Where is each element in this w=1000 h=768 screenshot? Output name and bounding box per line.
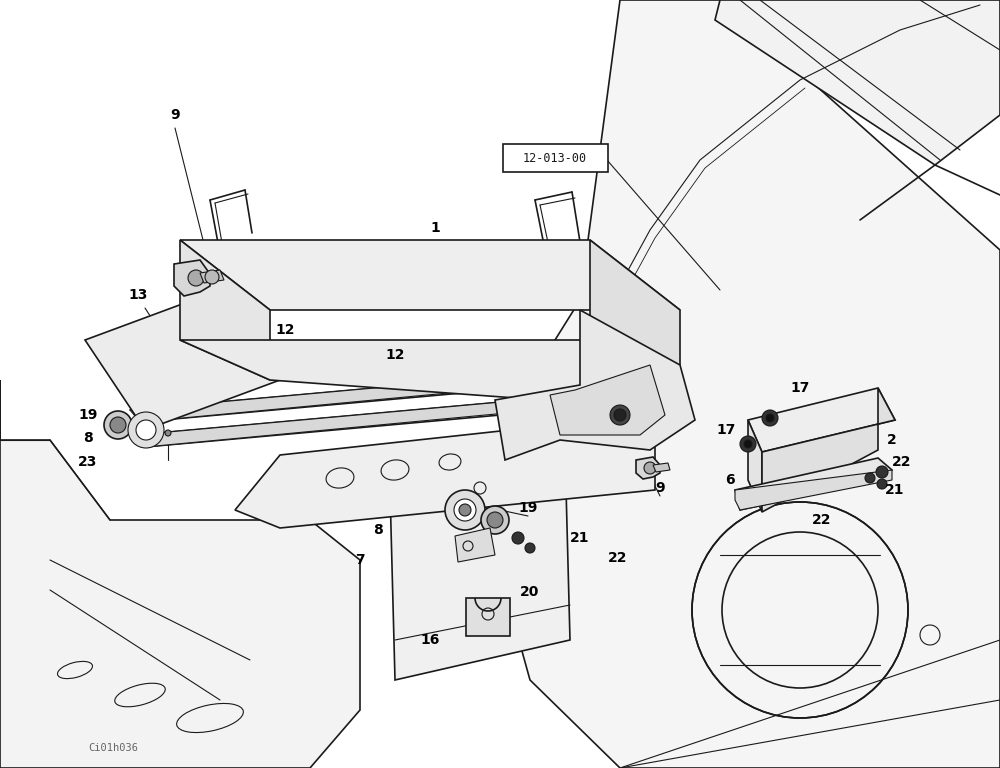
Circle shape [525,543,535,553]
Text: 22: 22 [812,513,832,527]
Bar [503,144,608,172]
Circle shape [877,479,887,489]
Text: 8: 8 [373,523,383,537]
Text: 12: 12 [385,348,405,362]
Circle shape [205,270,219,284]
Polygon shape [748,420,762,512]
Circle shape [487,512,503,528]
Polygon shape [735,470,892,510]
Text: 21: 21 [885,483,905,497]
Circle shape [512,532,524,544]
Text: Ci01h036: Ci01h036 [88,743,138,753]
Polygon shape [390,450,570,680]
Circle shape [459,504,471,516]
Text: 9: 9 [170,108,180,122]
Circle shape [165,430,171,436]
Text: 20: 20 [520,585,540,599]
Circle shape [445,490,485,530]
Polygon shape [0,380,360,768]
Polygon shape [590,240,680,410]
Circle shape [481,506,509,534]
Circle shape [136,420,156,440]
Circle shape [104,411,132,439]
Text: 8: 8 [83,431,93,445]
Circle shape [865,473,875,483]
Circle shape [762,410,778,426]
Text: 21: 21 [570,531,590,545]
Polygon shape [550,365,665,435]
Circle shape [188,270,204,286]
Polygon shape [180,240,680,310]
Polygon shape [653,463,670,472]
Polygon shape [180,340,680,410]
Polygon shape [455,528,495,562]
Circle shape [692,502,908,718]
Circle shape [454,499,476,521]
Polygon shape [130,365,640,422]
Text: 17: 17 [716,423,736,437]
Circle shape [128,412,164,448]
Text: 12-013-00: 12-013-00 [523,151,587,164]
Text: 7: 7 [355,553,365,567]
Polygon shape [748,388,895,452]
Text: 1: 1 [430,221,440,235]
Polygon shape [85,290,280,430]
Polygon shape [715,0,1000,165]
Text: 13: 13 [128,288,148,302]
Text: 12: 12 [275,323,295,337]
Text: 23: 23 [78,455,98,469]
Circle shape [614,409,626,421]
Polygon shape [480,0,1000,768]
Text: 16: 16 [420,633,440,647]
Polygon shape [495,310,695,460]
Circle shape [610,405,630,425]
Text: 22: 22 [608,551,628,565]
Circle shape [766,414,774,422]
Text: 22: 22 [892,455,912,469]
Text: 9: 9 [655,481,665,495]
Text: 19: 19 [518,501,538,515]
Circle shape [744,440,752,448]
Circle shape [644,462,656,474]
Text: 19: 19 [78,408,98,422]
Polygon shape [762,388,895,512]
Text: 2: 2 [887,433,897,447]
Circle shape [876,466,888,478]
Circle shape [110,417,126,433]
Polygon shape [180,240,270,380]
Polygon shape [235,418,655,528]
Polygon shape [174,260,210,296]
Polygon shape [636,457,660,479]
Polygon shape [135,390,645,447]
Circle shape [740,436,756,452]
Polygon shape [735,458,892,510]
Text: 6: 6 [725,473,735,487]
Polygon shape [200,270,224,283]
Text: 17: 17 [790,381,810,395]
Bar [466,598,510,636]
